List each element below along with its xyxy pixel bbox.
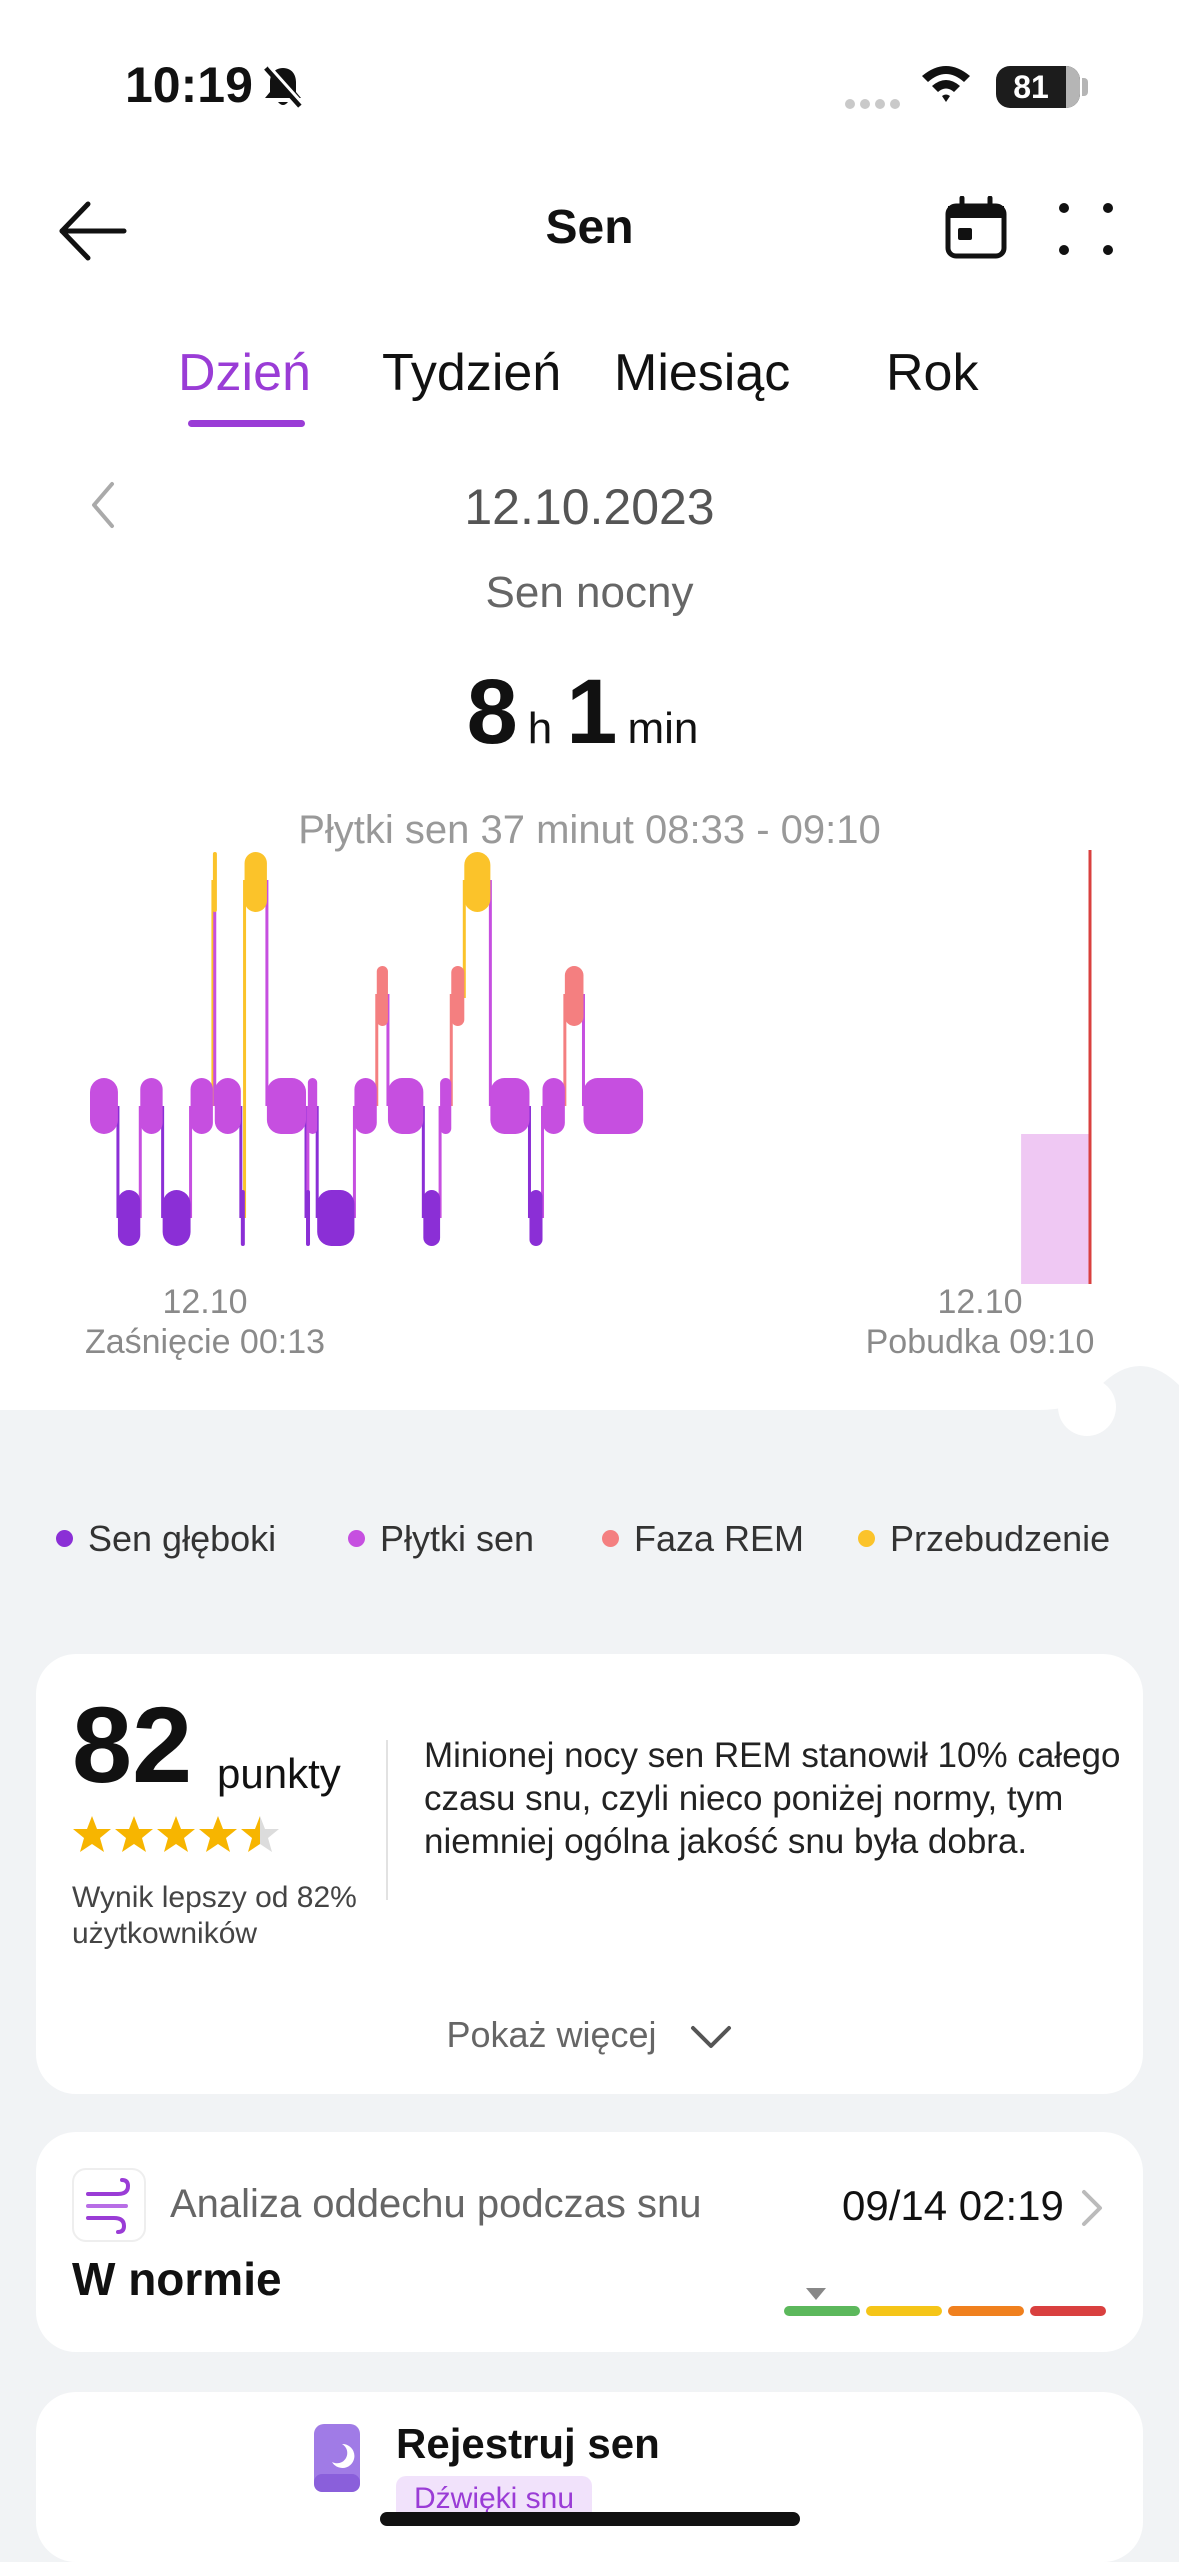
legend-item-awake: Przebudzenie (858, 1518, 1110, 1560)
show-more-label: Pokaż więcej (446, 2014, 657, 2055)
battery-indicator: 81 (996, 66, 1080, 108)
stage-block-light[interactable] (307, 1078, 318, 1134)
chevron-left-icon[interactable] (88, 480, 118, 530)
duration-hours-unit: h (527, 704, 553, 753)
stage-block-awake[interactable] (464, 852, 491, 912)
status-time: 10:19 (125, 57, 253, 113)
active-tab-indicator (188, 420, 305, 427)
stage-block-deep[interactable] (306, 1190, 311, 1246)
legend-item-light: Płytki sen (348, 1518, 534, 1560)
legend-dot-light (348, 1529, 365, 1547)
expand-handle[interactable] (1058, 1378, 1116, 1436)
stage-block-light[interactable] (354, 1078, 377, 1134)
top-panel (0, 0, 1179, 1410)
sleep-score-unit: punkty (217, 1750, 341, 1797)
breathing-status: W normie (72, 2253, 282, 2305)
chevron-right-icon (1082, 2190, 1102, 2226)
stage-block-deep[interactable] (240, 1190, 245, 1246)
breathing-analysis-card[interactable]: Analiza oddechu podczas snu 09/14 02:19 … (36, 2132, 1143, 2352)
battery-tip (1082, 78, 1088, 96)
stage-block-awake[interactable] (212, 852, 217, 912)
stage-block-light[interactable] (140, 1078, 163, 1134)
x-axis-start-date: 12.10 (162, 1283, 248, 1321)
legend-item-deep: Sen głęboki (56, 1518, 276, 1560)
stage-block-light[interactable] (266, 1078, 307, 1134)
selected-date: 12.10.2023 (464, 479, 715, 535)
sleep-summary: Minionej nocy sen REM stanowił 10% całeg… (424, 1736, 1121, 1861)
stage-block-light[interactable] (583, 1078, 644, 1134)
breathing-title: Analiza oddechu podczas snu (170, 2182, 702, 2226)
tab-month[interactable]: Miesiąc (614, 344, 791, 402)
battery-level: 81 (1013, 69, 1049, 105)
sleep-phone-icon (314, 2424, 360, 2492)
stage-block-awake[interactable] (244, 852, 267, 912)
stage-block-light[interactable] (440, 1078, 452, 1134)
tab-day[interactable]: Dzień (178, 344, 311, 402)
x-axis-end-date: 12.10 (937, 1283, 1023, 1321)
breathing-scale (784, 2288, 1106, 2316)
breathing-wind-icon (72, 2168, 146, 2242)
stage-block-deep[interactable] (423, 1190, 441, 1246)
stage-block-deep[interactable] (317, 1190, 355, 1246)
wifi-icon (922, 66, 970, 102)
legend-label-awake: Przebudzenie (890, 1518, 1111, 1559)
duration-minutes: 1 (566, 661, 618, 763)
x-axis-end-label: Pobudka 09:10 (865, 1323, 1095, 1361)
star-rating (73, 1816, 279, 1852)
better-than-text: Wynik lepszy od 82% użytkowników (72, 1881, 357, 1950)
record-sleep-title: Rejestruj sen (396, 2420, 660, 2467)
divider (386, 1740, 388, 1900)
stage-block-deep[interactable] (117, 1190, 141, 1246)
duration-hours: 8 (466, 661, 518, 763)
sleep-duration: 8 h 1 min (0, 660, 1179, 765)
stage-block-light[interactable] (542, 1078, 565, 1134)
stage-block-rem[interactable] (376, 966, 388, 1026)
page-title: Sen (545, 201, 634, 254)
stage-block-light[interactable] (90, 1078, 118, 1134)
stage-block-rem[interactable] (451, 966, 465, 1026)
legend-label-deep: Sen głęboki (88, 1518, 277, 1559)
x-axis-start: 12.10 Zaśnięcie 00:13 (60, 1282, 350, 1362)
more-options-icon[interactable] (1056, 200, 1116, 260)
duration-minutes-unit: min (627, 704, 699, 753)
x-axis-end: 12.10 Pobudka 09:10 (840, 1282, 1120, 1362)
breathing-time: 09/14 02:19 (842, 2182, 1064, 2229)
legend-item-rem: Faza REM (602, 1518, 804, 1560)
record-sleep-card[interactable]: Rejestruj sen Dźwięki snu (36, 2392, 1143, 2562)
stage-block-deep[interactable] (529, 1190, 543, 1246)
stage-block-light[interactable] (190, 1078, 213, 1134)
tab-year[interactable]: Rok (886, 344, 979, 402)
legend-label-light: Płytki sen (380, 1518, 535, 1559)
show-more-button[interactable]: Pokaż więcej (36, 2014, 1143, 2056)
stage-block-light[interactable] (387, 1078, 424, 1134)
legend-dot-awake (858, 1529, 875, 1547)
calendar-icon[interactable] (944, 196, 1008, 260)
chevron-down-icon (690, 2026, 731, 2049)
cellular-signal-icon (845, 96, 905, 114)
sleep-score-card: 82 punkty Wynik lepszy od 82% użytkownik… (36, 1654, 1143, 2094)
sleep-score: 82 (72, 1684, 193, 1805)
legend-label-rem: Faza REM (634, 1518, 805, 1559)
stage-block-light[interactable] (490, 1078, 530, 1134)
legend-dot-rem (602, 1529, 619, 1547)
stage-block-light[interactable] (214, 1078, 241, 1134)
stage-block-rem[interactable] (564, 966, 584, 1026)
legend-dot-deep (56, 1529, 73, 1547)
home-indicator (380, 2512, 800, 2526)
tab-week[interactable]: Tydzień (382, 344, 562, 402)
sleep-type-label: Sen nocny (485, 568, 694, 617)
selected-segment-highlight (1021, 1134, 1090, 1284)
back-arrow-icon[interactable] (58, 196, 128, 266)
stage-block-deep[interactable] (162, 1190, 191, 1246)
x-axis-start-label: Zaśnięcie 00:13 (84, 1323, 326, 1361)
bell-muted-icon (264, 64, 305, 108)
period-tabs: Dzień Tydzień Miesiąc Rok (0, 343, 1179, 413)
chart-tooltip: Płytki sen 37 minut 08:33 - 09:10 (298, 808, 881, 852)
sleep-stage-chart[interactable] (0, 840, 1179, 1300)
